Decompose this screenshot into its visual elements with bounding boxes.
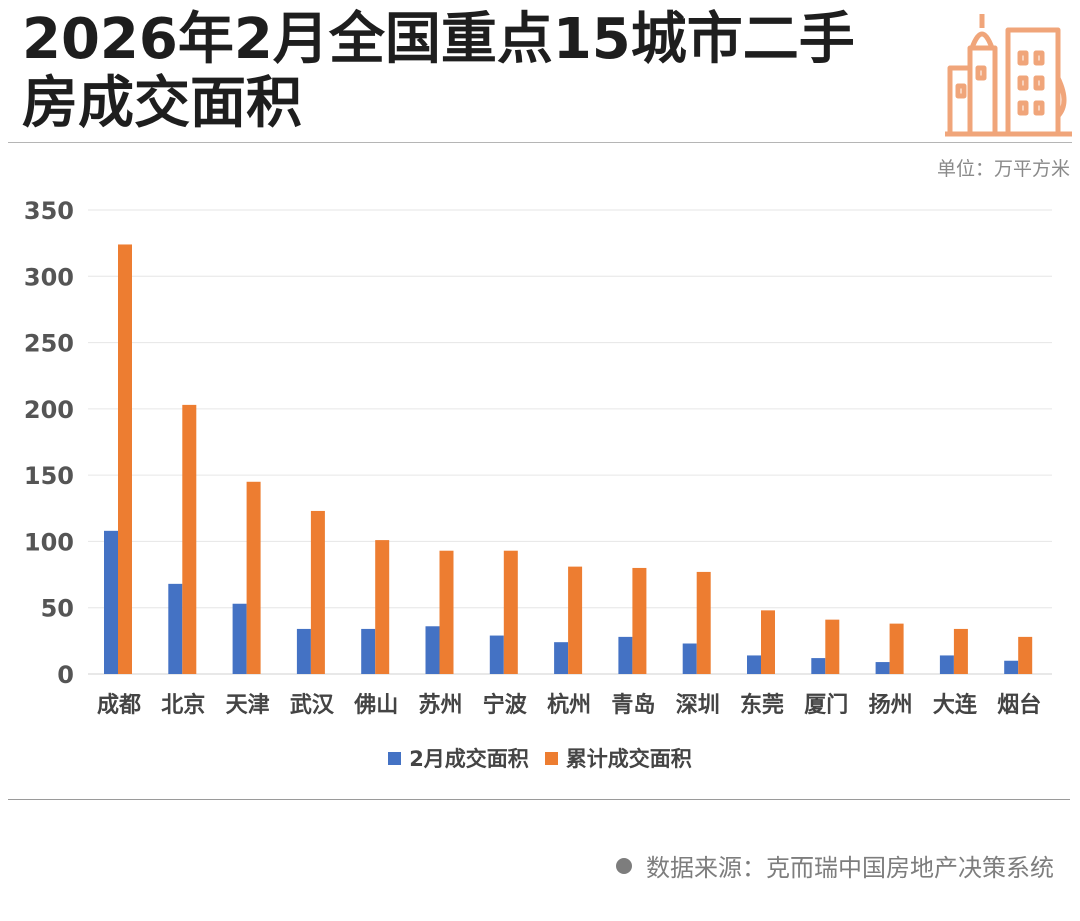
bar-cumulative <box>503 550 518 674</box>
bar-monthly <box>232 603 247 674</box>
legend-item-monthly: 2月成交面积 <box>388 743 529 773</box>
bar-monthly <box>875 662 890 674</box>
bar-cumulative <box>825 619 840 674</box>
bar-cumulative <box>246 481 261 674</box>
bar-monthly <box>168 583 183 674</box>
bar-monthly <box>554 642 569 674</box>
x-tick-label: 东莞 <box>740 692 784 718</box>
bar-cumulative <box>1018 636 1033 674</box>
x-tick-label: 武汉 <box>290 693 335 718</box>
y-tick-label: 350 <box>24 197 74 225</box>
title-line-2: 房成交面积 <box>22 71 302 136</box>
x-tick-label: 杭州 <box>547 692 591 718</box>
bar-monthly <box>489 635 504 674</box>
unit-label: 单位：万平方米 <box>936 158 1070 180</box>
y-tick-label: 300 <box>24 263 74 291</box>
x-tick-label: 宁波 <box>483 692 528 718</box>
x-tick-label: 厦门 <box>804 692 848 718</box>
city-buildings-icon <box>945 14 1072 137</box>
bar-monthly <box>104 530 118 674</box>
bar-cumulative <box>310 510 325 674</box>
source-text: 数据来源：克而瑞中国房地产决策系统 <box>646 854 1054 882</box>
bar-cumulative <box>761 610 775 674</box>
x-tick-label: 烟台 <box>997 692 1041 718</box>
bar-monthly <box>811 658 826 674</box>
title-line-1: 2026年2月全国重点15城市二手 <box>22 7 855 72</box>
x-tick-label: 北京 <box>161 692 205 718</box>
x-tick-label: 成都 <box>97 693 141 718</box>
y-tick-label: 150 <box>24 462 74 490</box>
page-title: 2026年2月全国重点15城市二手 房成交面积 <box>22 8 902 136</box>
bar-cumulative <box>439 550 454 674</box>
data-source: 数据来源：克而瑞中国房地产决策系统 <box>616 848 1054 883</box>
chart-legend: 2月成交面积 累计成交面积 <box>0 743 1080 773</box>
bar-cumulative <box>632 567 647 674</box>
bar-cumulative <box>375 540 390 674</box>
x-tick-label: 扬州 <box>869 693 913 718</box>
bar-monthly <box>618 636 633 674</box>
bar-monthly <box>747 655 761 674</box>
bar-cumulative <box>953 628 968 674</box>
bar-cumulative <box>696 571 711 674</box>
x-tick-label: 大连 <box>933 692 978 718</box>
x-tick-label: 深圳 <box>676 693 720 718</box>
bar-cumulative <box>889 623 904 674</box>
x-tick-label: 苏州 <box>418 692 462 718</box>
legend-item-cumulative: 累计成交面积 <box>544 743 692 773</box>
bar-chart: 0 50 100 150 200 250 300 350 成都 北京 天津 武汉 佛山 苏州 宁波 杭州 青岛深… <box>24 197 1052 718</box>
bullet-icon <box>616 857 632 874</box>
x-tick-label: 青岛 <box>611 692 655 718</box>
legend-swatch-monthly <box>388 751 402 765</box>
bar-monthly <box>682 643 697 674</box>
y-tick-label: 200 <box>24 396 74 424</box>
y-tick-label: 100 <box>24 528 74 556</box>
header-divider <box>8 142 1072 143</box>
legend-swatch-cumulative <box>544 751 558 765</box>
x-tick-label: 佛山 <box>353 693 398 718</box>
bar-monthly <box>1004 660 1019 674</box>
y-tick-label: 250 <box>24 330 74 358</box>
bar-cumulative <box>568 566 583 674</box>
x-tick-label: 天津 <box>226 692 270 718</box>
bar-monthly <box>296 628 311 674</box>
legend-label-cumulative: 累计成交面积 <box>565 747 692 771</box>
bar-cumulative <box>118 244 132 674</box>
y-tick-label: 50 <box>41 595 74 623</box>
y-tick-label: 0 <box>57 661 74 689</box>
legend-label-monthly: 2月成交面积 <box>409 747 529 771</box>
bar-cumulative <box>182 404 197 674</box>
bar-monthly <box>361 628 376 674</box>
bar-monthly <box>939 655 954 674</box>
bar-monthly <box>425 626 440 674</box>
footer-divider <box>8 799 1070 800</box>
